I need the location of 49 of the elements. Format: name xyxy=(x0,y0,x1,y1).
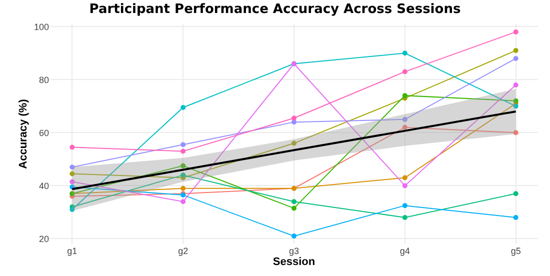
point xyxy=(513,82,518,88)
y-tick-label: 60 xyxy=(38,128,49,138)
point xyxy=(402,175,408,180)
x-tick-label: g2 xyxy=(178,246,188,256)
point xyxy=(402,214,408,220)
point xyxy=(513,48,518,54)
x-axis-title: Session xyxy=(272,256,316,268)
point xyxy=(292,234,296,239)
y-tick-label: 20 xyxy=(38,234,49,244)
point xyxy=(513,214,518,220)
point xyxy=(180,186,186,191)
point xyxy=(292,199,296,204)
point xyxy=(402,93,408,98)
point xyxy=(180,104,186,110)
point xyxy=(70,144,75,150)
y-axis-title: Accuracy (%) xyxy=(18,98,30,169)
x-tick-label: g5 xyxy=(510,246,521,256)
point xyxy=(513,98,518,104)
point xyxy=(70,171,75,176)
point xyxy=(513,191,518,196)
point xyxy=(402,183,408,188)
point xyxy=(292,206,296,211)
x-tick-label: g3 xyxy=(288,246,300,256)
point xyxy=(402,116,408,122)
point xyxy=(402,69,408,74)
point xyxy=(70,164,75,170)
line-series xyxy=(71,110,517,190)
y-tick-label: 40 xyxy=(38,180,49,191)
point xyxy=(402,203,408,208)
point xyxy=(513,29,518,34)
point xyxy=(180,199,186,204)
point xyxy=(513,130,518,136)
point xyxy=(70,179,75,184)
y-tick-label: 80 xyxy=(38,74,49,85)
point xyxy=(402,124,408,130)
point xyxy=(513,56,518,61)
x-tick-label: g4 xyxy=(400,246,410,256)
point xyxy=(180,148,186,154)
point xyxy=(292,116,296,121)
point xyxy=(180,142,186,148)
point xyxy=(402,50,408,56)
y-tick-label: 100 xyxy=(34,22,49,32)
x-tick-label: g1 xyxy=(67,246,78,256)
point xyxy=(513,104,518,109)
point xyxy=(180,163,186,168)
point xyxy=(180,172,186,178)
point xyxy=(70,207,75,212)
chart-title: Participant Performance Accuracy Across Sessions xyxy=(89,2,461,18)
point xyxy=(292,140,296,146)
